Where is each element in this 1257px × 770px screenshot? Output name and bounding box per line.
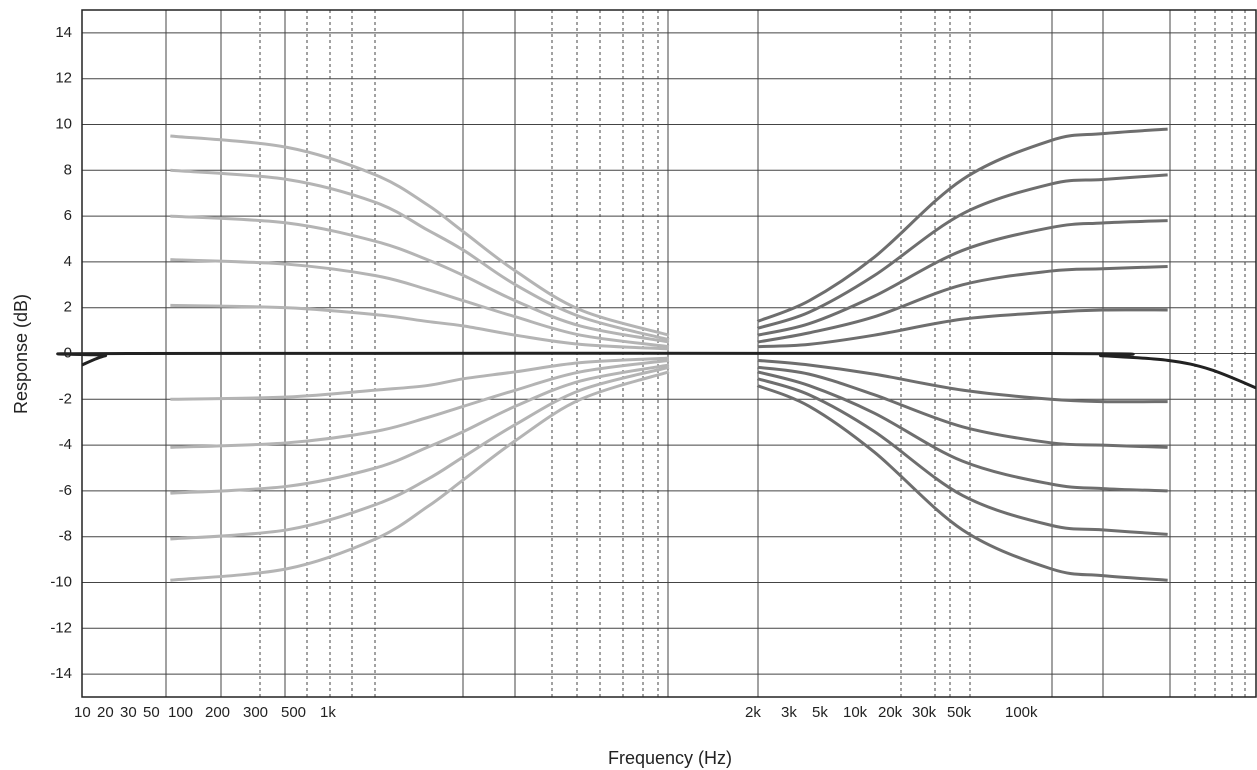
y-axis-label: Response (dB) bbox=[11, 294, 31, 414]
x-tick-label: 10k bbox=[843, 704, 868, 721]
x-tick-label: 20 bbox=[97, 704, 114, 721]
response-curve bbox=[170, 365, 670, 541]
response-curve bbox=[170, 356, 670, 401]
y-tick-label: -14 bbox=[50, 665, 72, 682]
x-tick-label: 1k bbox=[320, 704, 336, 721]
response-curve bbox=[757, 219, 1168, 337]
response-curve bbox=[756, 127, 1168, 323]
y-tick-label: 6 bbox=[64, 207, 72, 224]
response-curve bbox=[756, 173, 1168, 330]
y-tick-label: 10 bbox=[55, 115, 72, 132]
x-tick-label: 50k bbox=[947, 704, 972, 721]
response-curve bbox=[170, 370, 670, 582]
center-gap bbox=[669, 328, 757, 382]
y-tick-label: -10 bbox=[50, 573, 72, 590]
response-curve bbox=[757, 358, 1168, 404]
y-tick-label: -4 bbox=[59, 436, 72, 453]
response-curve bbox=[757, 365, 1168, 449]
x-tick-label: 10 bbox=[74, 704, 91, 721]
response-curve bbox=[170, 168, 670, 342]
y-tick-label: 12 bbox=[55, 70, 72, 87]
x-tick-label: 100 bbox=[168, 704, 193, 721]
x-tick-label: 500 bbox=[281, 704, 306, 721]
x-tick-label: 100k bbox=[1005, 704, 1038, 721]
response-curve bbox=[170, 214, 670, 344]
x-tick-label: 20k bbox=[878, 704, 903, 721]
y-tick-label: 8 bbox=[64, 161, 72, 178]
x-tick-label: 300 bbox=[243, 704, 268, 721]
response-curve bbox=[170, 303, 670, 351]
response-curve bbox=[170, 358, 670, 449]
response-curve bbox=[757, 308, 1168, 349]
x-tick-label: 5k bbox=[812, 704, 828, 721]
x-tick-label: 50 bbox=[143, 704, 160, 721]
response-curve bbox=[757, 264, 1168, 344]
x-tick-label: 30 bbox=[120, 704, 137, 721]
y-tick-label: -8 bbox=[59, 528, 72, 545]
response-curve bbox=[170, 134, 670, 337]
response-curve bbox=[756, 370, 1168, 493]
x-tick-label: 200 bbox=[205, 704, 230, 721]
response-curve bbox=[756, 384, 1168, 582]
y-tick-label: 2 bbox=[64, 299, 72, 316]
y-tick-label: -2 bbox=[59, 390, 72, 407]
y-tick-label: -6 bbox=[59, 482, 72, 499]
response-curve bbox=[170, 363, 670, 495]
x-tick-label: 3k bbox=[781, 704, 797, 721]
y-tick-label: -12 bbox=[50, 619, 72, 636]
y-tick-label: 4 bbox=[64, 253, 72, 270]
response-curve bbox=[170, 258, 670, 349]
y-tick-label: 14 bbox=[55, 24, 72, 41]
response-curve bbox=[56, 351, 1257, 390]
response-curve bbox=[756, 377, 1168, 536]
x-axis-label: Frequency (Hz) bbox=[608, 748, 732, 768]
x-tick-label: 30k bbox=[912, 704, 937, 721]
x-tick-label: 2k bbox=[745, 704, 761, 721]
